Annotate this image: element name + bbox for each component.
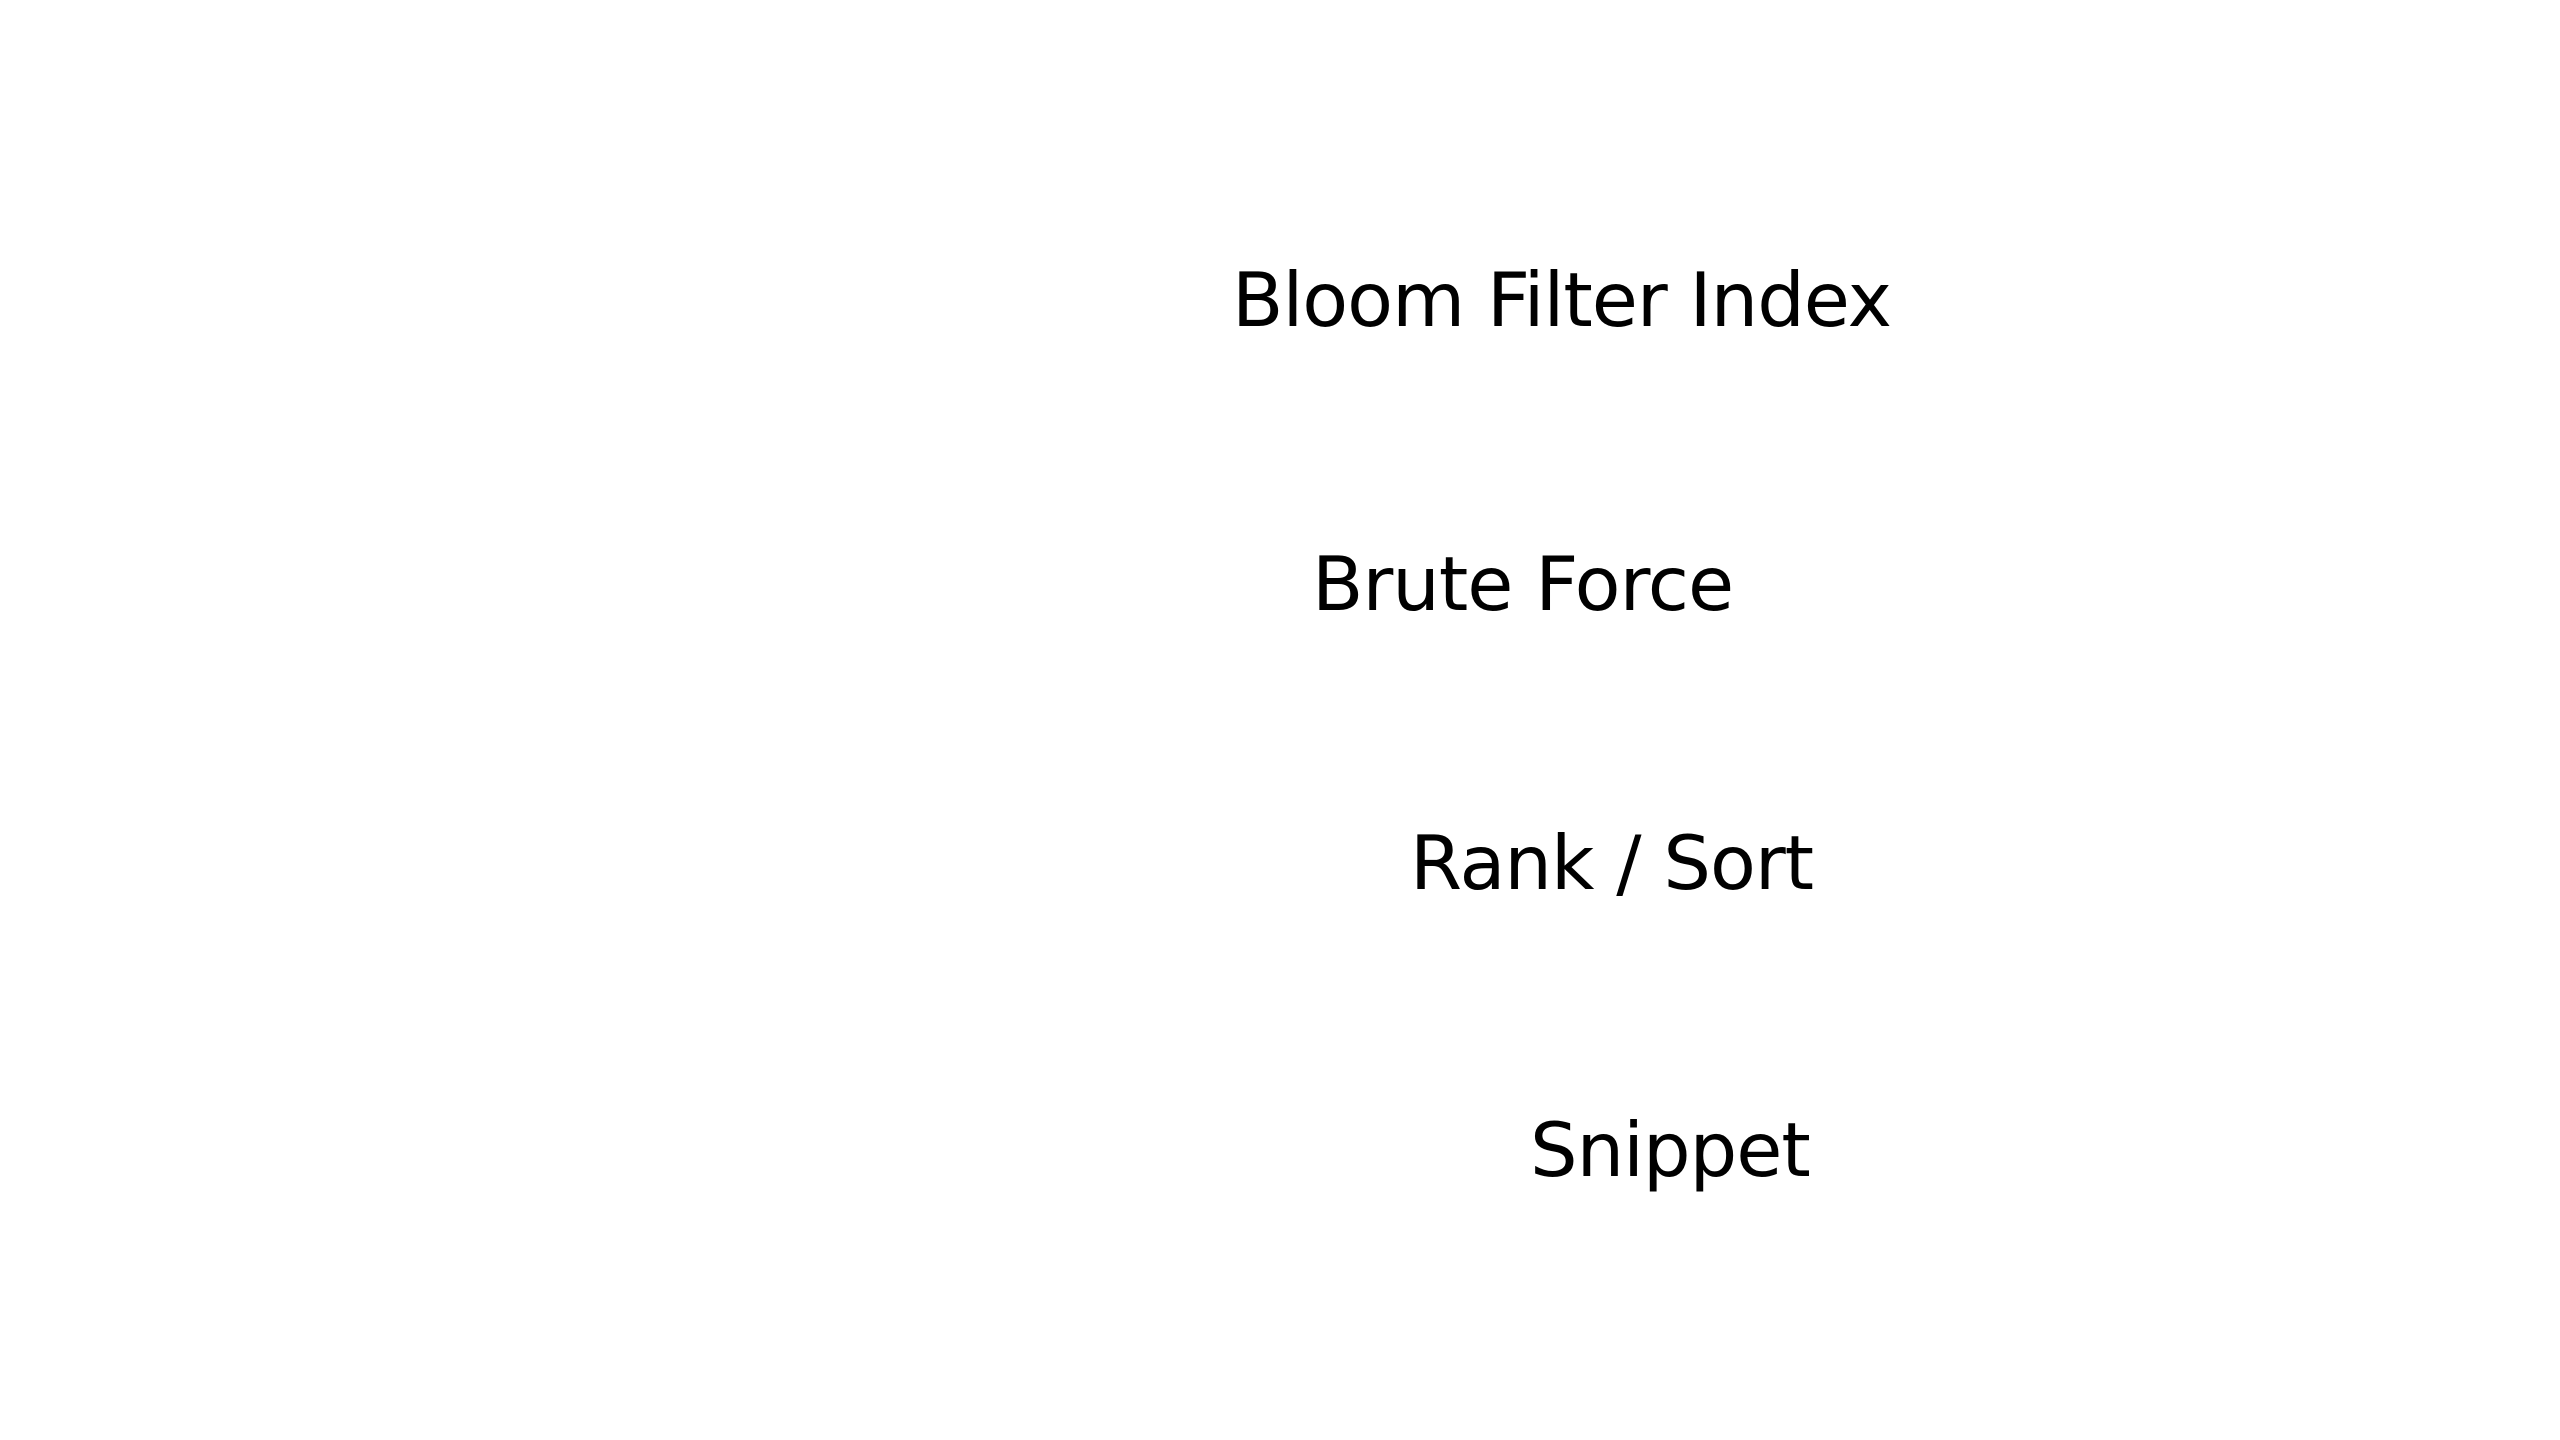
brute-force-label: Brute Force (1312, 540, 1734, 628)
snippet-label: Snippet (1530, 1106, 1811, 1194)
rank-sort-label: Rank / Sort (1410, 819, 1814, 907)
bloom-filter-index-label: Bloom Filter Index (1232, 256, 1892, 344)
